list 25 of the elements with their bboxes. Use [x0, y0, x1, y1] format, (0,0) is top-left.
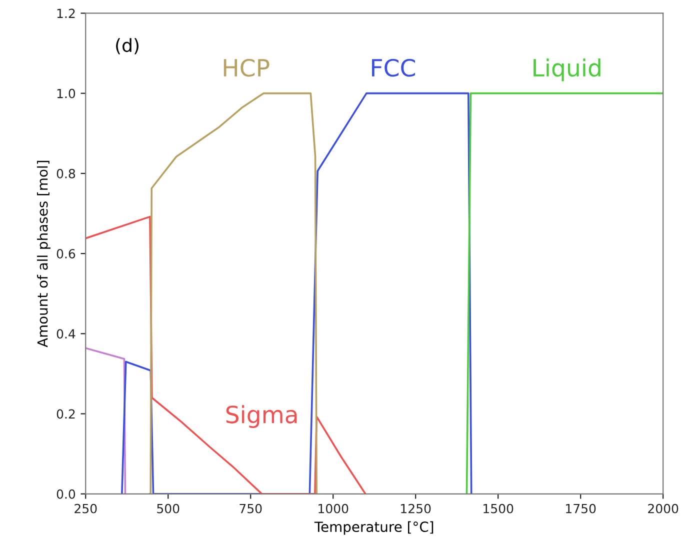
x-tick-label: 1000	[318, 504, 348, 514]
y-tick-label: 0.6	[56, 249, 76, 258]
y-tick-label: 1.2	[57, 8, 75, 18]
x-tick-label: 1250	[401, 504, 431, 514]
series-label: HCP	[224, 58, 270, 77]
x-tick-label: 1500	[484, 504, 514, 514]
x-tick-label: 750	[240, 504, 262, 514]
y-tick-label: 0.4	[56, 329, 76, 339]
line-series	[149, 92, 318, 494]
annotation: (d)	[116, 38, 138, 54]
y-axis-title: Amount of all phases [mol]	[37, 160, 50, 348]
y-tick-label: 0.2	[56, 409, 75, 419]
y-tick-label: 0.0	[56, 489, 76, 499]
series-label: FCC	[372, 58, 415, 77]
series-label: Liquid	[534, 58, 600, 82]
x-tick-label: 250	[74, 504, 97, 514]
series-label: Sigma	[226, 405, 297, 428]
line-series	[86, 216, 366, 494]
y-tick-label: 1.0	[57, 88, 76, 98]
x-tick-label: 500	[157, 504, 180, 514]
line-series	[121, 92, 472, 494]
x-tick-label: 1750	[566, 504, 596, 514]
x-tick-label: 2000	[648, 504, 678, 514]
y-tick-label: 0.8	[56, 168, 76, 178]
x-axis-title: Temperature [°C]	[314, 521, 434, 535]
